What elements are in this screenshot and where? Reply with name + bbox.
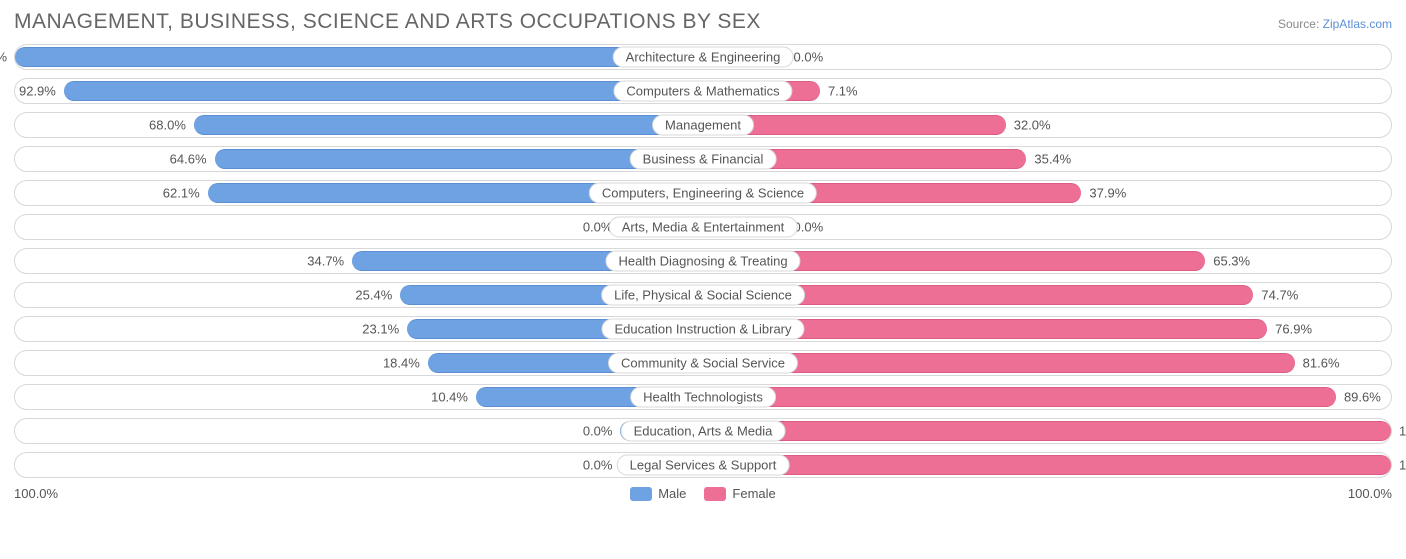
value-male: 68.0% [149,118,186,133]
category-label: Arts, Media & Entertainment [609,217,798,238]
value-female: 0.0% [794,220,824,235]
category-label: Management [652,115,754,136]
chart-axis: 100.0% Male Female 100.0% [14,486,1392,501]
category-label: Business & Financial [630,149,777,170]
swatch-male [630,487,652,501]
value-female: 0.0% [794,50,824,65]
source-attribution: Source: ZipAtlas.com [1278,17,1392,31]
chart-row: 68.0% 32.0% Management [14,112,1392,138]
bar-female [703,421,1391,441]
diverging-bar-chart: 100.0%0.0%Architecture & Engineering 92.9… [14,44,1392,478]
value-female: 65.3% [1213,254,1250,269]
value-female: 100.0% [1399,424,1406,439]
axis-right-label: 100.0% [1348,486,1392,501]
value-female: 35.4% [1034,152,1071,167]
value-female: 7.1% [828,84,858,99]
value-male: 18.4% [383,356,420,371]
category-label: Legal Services & Support [617,455,790,476]
value-male: 62.1% [163,186,200,201]
source-label: Source: [1278,17,1319,31]
chart-row: 0.0%100.0%Legal Services & Support [14,452,1392,478]
value-male: 100.0% [0,50,7,65]
category-label: Architecture & Engineering [613,47,794,68]
value-female: 100.0% [1399,458,1406,473]
category-label: Education, Arts & Media [621,421,786,442]
axis-left-label: 100.0% [14,486,58,501]
chart-legend: Male Female [630,486,776,501]
category-label: Community & Social Service [608,353,798,374]
value-female: 89.6% [1344,390,1381,405]
chart-row: 0.0%100.0%Education, Arts & Media [14,418,1392,444]
category-label: Life, Physical & Social Science [601,285,805,306]
value-male: 64.6% [170,152,207,167]
source-link[interactable]: ZipAtlas.com [1323,17,1392,31]
chart-row: 0.0%0.0%Arts, Media & Entertainment [14,214,1392,240]
bar-female [703,455,1391,475]
value-male: 25.4% [355,288,392,303]
value-female: 74.7% [1261,288,1298,303]
category-label: Health Technologists [630,387,776,408]
legend-label-female: Female [732,486,775,501]
value-male: 0.0% [583,424,613,439]
chart-row: 18.4% 81.6% Community & Social Service [14,350,1392,376]
legend-item-female: Female [704,486,775,501]
value-male: 92.9% [19,84,56,99]
value-male: 0.0% [583,458,613,473]
value-female: 81.6% [1303,356,1340,371]
chart-row: 25.4% 74.7% Life, Physical & Social Scienc… [14,282,1392,308]
bar-male [15,47,703,67]
legend-label-male: Male [658,486,686,501]
value-male: 23.1% [362,322,399,337]
legend-item-male: Male [630,486,686,501]
value-female: 76.9% [1275,322,1312,337]
chart-row: 62.1% 37.9% Computers, Engineering & Scien… [14,180,1392,206]
chart-row: 92.9% 7.1% Computers & Mathematics [14,78,1392,104]
chart-row: 23.1% 76.9% Education Instruction & Librar… [14,316,1392,342]
value-female: 32.0% [1014,118,1051,133]
value-female: 37.9% [1089,186,1126,201]
chart-title: MANAGEMENT, BUSINESS, SCIENCE AND ARTS O… [14,10,761,34]
category-label: Health Diagnosing & Treating [605,251,800,272]
chart-row: 64.6% 35.4% Business & Financial [14,146,1392,172]
chart-row: 10.4% 89.6% Health Technologists [14,384,1392,410]
chart-row: 34.7% 65.3% Health Diagnosing & Treating [14,248,1392,274]
bar-male [194,115,703,135]
value-male: 34.7% [307,254,344,269]
category-label: Computers, Engineering & Science [589,183,817,204]
value-male: 10.4% [431,390,468,405]
chart-header: MANAGEMENT, BUSINESS, SCIENCE AND ARTS O… [14,10,1392,34]
chart-row: 100.0%0.0%Architecture & Engineering [14,44,1392,70]
bar-male [64,81,703,101]
swatch-female [704,487,726,501]
category-label: Education Instruction & Library [601,319,804,340]
bar-female [703,387,1336,407]
category-label: Computers & Mathematics [613,81,792,102]
